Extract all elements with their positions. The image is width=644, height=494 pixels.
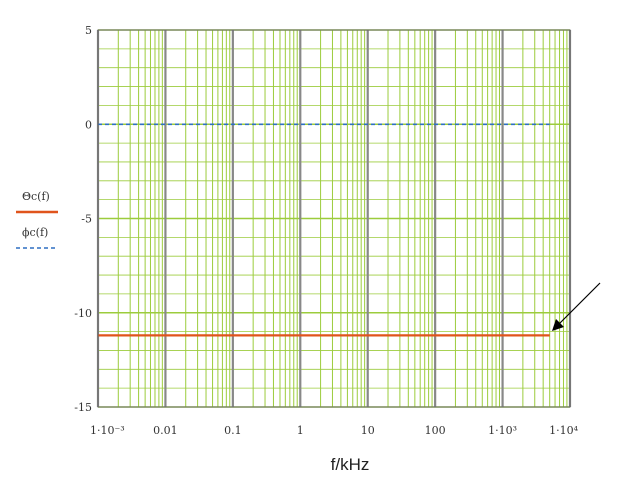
legend-label-theta: Θc(f)	[22, 190, 50, 203]
series-layer	[98, 123, 550, 337]
annotation-arrow-shaft	[556, 282, 601, 327]
y-tick-label: 0	[85, 118, 92, 131]
x-tick-label: 0.01	[153, 424, 178, 437]
x-axis-title: f/kHz	[331, 455, 370, 474]
x-tick-label: 1·10³	[488, 424, 517, 437]
x-tick-label: 1·10⁻³	[90, 424, 125, 437]
legend: Θc(f) ϕc(f)	[16, 190, 58, 249]
grid-layer	[96, 29, 572, 408]
y-tick-label: -15	[74, 401, 92, 414]
plot-border	[97, 29, 571, 408]
y-axis-ticks: 5 0 -5 -10 -15	[74, 24, 92, 414]
y-tick-label: 5	[85, 24, 92, 37]
y-tick-label: -5	[81, 213, 92, 226]
x-tick-label: 1·10⁴	[549, 424, 578, 437]
legend-label-phi: ϕc(f)	[22, 226, 48, 239]
annotation-arrow	[552, 282, 601, 331]
x-tick-label: 0.1	[224, 424, 242, 437]
x-tick-label: 1	[297, 424, 304, 437]
x-tick-label: 100	[425, 424, 446, 437]
x-axis-ticks: 1·10⁻³ 0.01 0.1 1 10 100 1·10³ 1·10⁴	[90, 424, 579, 437]
x-tick-label: 10	[361, 424, 375, 437]
y-tick-label: -10	[74, 307, 92, 320]
annotation-arrow-head	[552, 319, 564, 331]
